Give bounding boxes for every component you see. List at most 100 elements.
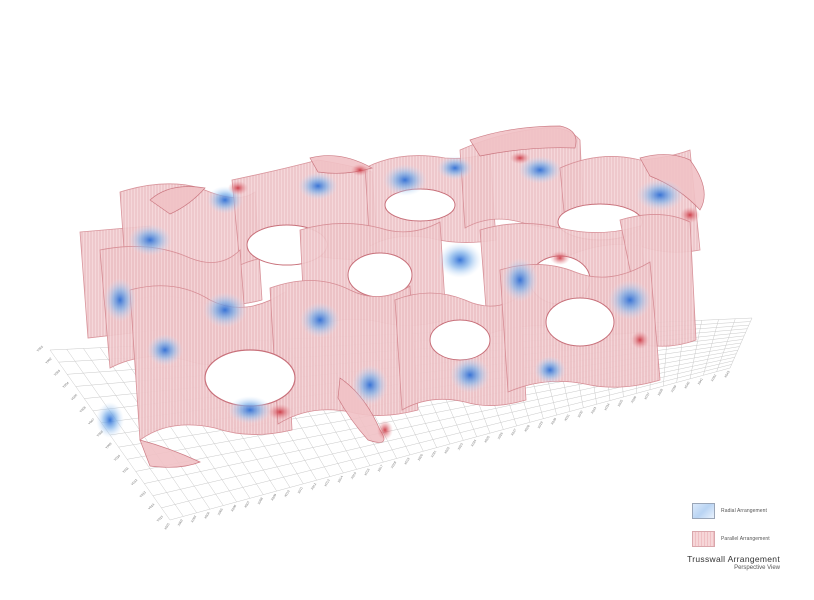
grid-label: Y005: [70, 393, 78, 401]
grid-label: X016: [363, 468, 370, 477]
radial-node: [104, 278, 136, 322]
grid-label: X043: [723, 370, 730, 379]
radial-node: [128, 224, 172, 256]
grid-label: Y009: [104, 442, 112, 450]
title-block: Trusswall Arrangement Perspective View: [687, 554, 780, 571]
radial-node: [352, 365, 388, 405]
grid-label: X037: [643, 392, 650, 401]
radial-node: [228, 396, 272, 424]
grid-label: X033: [590, 406, 597, 415]
radial-node: [298, 172, 338, 200]
grid-label: X042: [710, 373, 717, 382]
grid-label: Y014: [147, 502, 155, 510]
grid-label: X001: [163, 522, 170, 531]
radial-node: [518, 156, 562, 184]
grid-label: X032: [577, 410, 584, 419]
stress-accent: [377, 420, 393, 440]
grid-label: X028: [523, 424, 530, 433]
grid-label: X004: [203, 511, 210, 520]
trusswall-structure: [79, 125, 705, 468]
grid-label: Y006: [79, 405, 87, 413]
grid-label: X030: [550, 417, 557, 426]
grid-label: X026: [497, 431, 504, 440]
grid-label: X036: [630, 395, 637, 404]
wall-opening: [429, 319, 491, 361]
grid-label: X007: [243, 500, 250, 509]
grid-label: X023: [457, 442, 464, 451]
grid-label: X029: [537, 421, 544, 430]
grid-label: X034: [603, 402, 610, 411]
grid-label: Y004: [62, 381, 70, 389]
cusp-flange: [139, 439, 201, 468]
radial-node: [534, 356, 566, 384]
grid-label: X038: [657, 388, 664, 397]
radial-node: [383, 164, 427, 196]
radial-node: [450, 357, 490, 393]
grid-label: X024: [470, 439, 477, 448]
stress-accent: [550, 251, 570, 265]
grid-label: Y013: [139, 490, 147, 498]
stress-accent: [680, 207, 700, 223]
grid-label: Y003: [53, 369, 61, 377]
grid-label: X009: [270, 493, 277, 502]
parallel-swatch-icon: [692, 531, 715, 547]
grid-label: Y002: [44, 357, 52, 365]
grid-label: X041: [697, 377, 704, 386]
radial-node: [608, 280, 652, 320]
cusp-flange: [469, 125, 577, 157]
radial-node: [438, 242, 482, 278]
grid-label: X040: [683, 381, 690, 390]
grid-label: X014: [337, 475, 344, 484]
radial-node: [636, 179, 684, 211]
grid-label: X019: [403, 457, 410, 466]
radial-node: [147, 334, 183, 366]
grid-label: X013: [323, 478, 330, 487]
wall-opening: [545, 297, 615, 347]
grid-line: [161, 364, 732, 509]
grid-label: X031: [563, 413, 570, 422]
grid-label: Y011: [122, 466, 130, 474]
legend-label: Radial Arrangement: [721, 508, 767, 514]
grid-label: X020: [417, 453, 424, 462]
radial-swatch-icon: [692, 503, 715, 519]
grid-label: Y012: [130, 478, 138, 486]
grid-label: X005: [217, 507, 224, 516]
grid-label: X039: [670, 384, 677, 393]
grid-label: Y001: [36, 344, 44, 352]
grid-label: X035: [617, 399, 624, 408]
grid-label: Y007: [87, 417, 95, 425]
drawing-subtitle: Perspective View: [734, 565, 780, 571]
radial-node: [96, 402, 124, 438]
grid-label: X012: [310, 482, 317, 491]
grid-label: Y008: [96, 429, 104, 437]
grid-label: X018: [390, 460, 397, 469]
grid-label: X027: [510, 428, 517, 437]
grid-label: X021: [430, 449, 437, 458]
grid-labels: X001 X002 X003 X004 X005 X006 X007 X008 X009 X010…: [36, 344, 731, 530]
grid-label: Y010: [113, 454, 121, 462]
stress-accent: [268, 404, 292, 420]
legend-item-parallel: Parallel Arrangement: [692, 530, 802, 548]
grid-label: X017: [377, 464, 384, 473]
grid-line: [169, 367, 731, 521]
grid-label: X003: [190, 515, 197, 524]
grid-label: X006: [230, 504, 237, 513]
legend-label: Parallel Arrangement: [721, 536, 770, 542]
radial-node: [437, 156, 473, 180]
drawing-title: Trusswall Arrangement: [687, 554, 780, 564]
legend-item-radial: Radial Arrangement: [692, 502, 802, 520]
radial-node: [203, 292, 247, 328]
grid-label: X002: [177, 518, 184, 527]
stress-accent: [631, 331, 649, 349]
radial-node: [300, 302, 340, 338]
grid-label: X025: [483, 435, 490, 444]
grid-label: X011: [297, 486, 304, 494]
grid-label: X015: [350, 471, 357, 480]
grid-label: Y015: [156, 514, 164, 522]
grid-label: X008: [257, 497, 264, 506]
cusp-flange: [149, 186, 206, 215]
stress-accent: [351, 164, 369, 176]
radial-node: [502, 258, 538, 302]
stress-accent: [228, 181, 248, 195]
